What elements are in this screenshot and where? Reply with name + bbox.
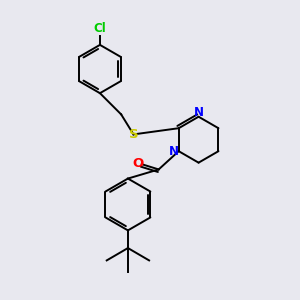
Text: N: N <box>168 145 178 158</box>
Text: Cl: Cl <box>94 22 106 35</box>
Text: S: S <box>129 128 138 141</box>
Text: N: N <box>194 106 204 119</box>
Text: O: O <box>132 157 144 170</box>
